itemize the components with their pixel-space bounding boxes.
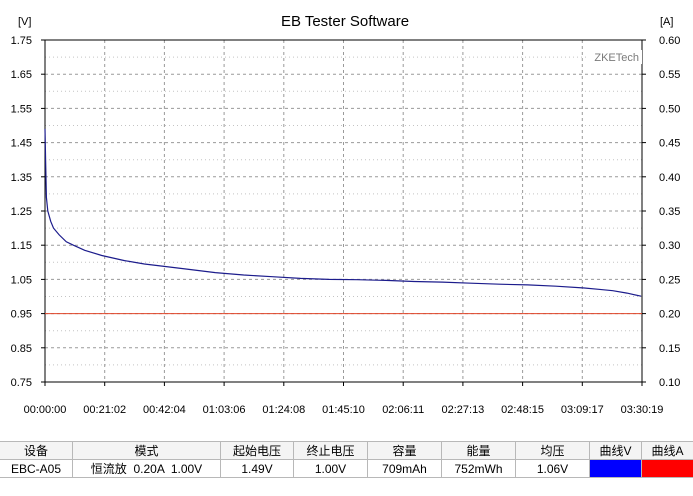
summary-header-row: 设备 模式 起始电压 终止电压 容量 能量 均压 曲线V 曲线A — [0, 441, 693, 460]
y-tick-label: 1.35 — [11, 172, 32, 184]
y2-tick-label: 0.60 — [659, 35, 680, 47]
x-tick-label: 02:27:13 — [441, 404, 484, 416]
y2-tick-label: 0.15 — [659, 343, 680, 355]
y2-tick-label: 0.50 — [659, 103, 680, 115]
y-tick-label: 1.15 — [11, 240, 32, 252]
summary-table: 设备 模式 起始电压 终止电压 容量 能量 均压 曲线V 曲线A EBC-A05… — [0, 441, 693, 478]
y2-tick-label: 0.10 — [659, 377, 680, 389]
series-lines — [44, 128, 642, 315]
watermark-backdrop — [588, 50, 642, 64]
cell-mode: 恒流放 0.20A 1.00V — [72, 459, 221, 478]
x-tick-label: 02:06:11 — [382, 404, 424, 416]
axes: 1.75 1.65 1.55 1.45 1.35 1.25 1.15 1.05 0.95 0.85… — [11, 35, 681, 416]
x-tick-label: 03:30:19 — [621, 404, 664, 416]
x-tick-label: 01:03:06 — [203, 404, 246, 416]
cell-capacity: 709mAh — [367, 459, 442, 478]
grid — [45, 40, 642, 382]
y-tick-label: 1.75 — [11, 35, 32, 47]
cell-avg-voltage: 1.06V — [515, 459, 590, 478]
cell-start-voltage: 1.49V — [220, 459, 294, 478]
curve-a-color-swatch[interactable] — [642, 460, 693, 477]
y2-tick-label: 0.20 — [659, 309, 680, 321]
curve-a-swatch-cell[interactable] — [641, 459, 693, 478]
x-tick-label: 00:00:00 — [24, 404, 67, 416]
header-energy: 能量 — [441, 441, 516, 460]
header-avg-voltage: 均压 — [515, 441, 590, 460]
header-curve-v: 曲线V — [589, 441, 642, 460]
y2-tick-label: 0.45 — [659, 138, 680, 150]
x-tick-label: 01:45:10 — [322, 404, 365, 416]
x-tick-label: 03:09:17 — [561, 404, 604, 416]
curve-v-color-swatch[interactable] — [590, 460, 641, 477]
x-tick-label: 00:21:02 — [83, 404, 126, 416]
chart: EB Tester Software [V] [A] 1.751.651.551… — [11, 13, 681, 416]
y-tick-label: 0.85 — [11, 343, 32, 355]
left-axis-unit: [V] — [18, 16, 31, 28]
header-capacity: 容量 — [367, 441, 442, 460]
summary-data-row: EBC-A05 恒流放 0.20A 1.00V 1.49V 1.00V 709m… — [0, 459, 693, 478]
cell-energy: 752mWh — [441, 459, 516, 478]
header-start-voltage: 起始电压 — [220, 441, 294, 460]
y-tick-label: 1.25 — [11, 206, 32, 218]
y-tick-label: 1.65 — [11, 69, 32, 81]
y-tick-label: 1.05 — [11, 274, 32, 286]
header-end-voltage: 终止电压 — [293, 441, 368, 460]
voltage-series-line — [44, 128, 642, 297]
y-tick-label: 0.75 — [11, 377, 32, 389]
y-tick-label: 1.55 — [11, 103, 32, 115]
header-device: 设备 — [0, 441, 73, 460]
right-axis-unit: [A] — [660, 16, 673, 28]
curve-v-swatch-cell[interactable] — [589, 459, 642, 478]
chart-title: EB Tester Software — [281, 13, 409, 30]
y2-tick-label: 0.25 — [659, 274, 680, 286]
y-tick-label: 1.45 — [11, 138, 32, 150]
x-tick-label: 02:48:15 — [501, 404, 544, 416]
y-tick-label: 0.95 — [11, 309, 32, 321]
header-mode: 模式 — [72, 441, 221, 460]
header-curve-a: 曲线A — [641, 441, 693, 460]
watermark: ZKETech — [594, 52, 639, 64]
x-tick-label: 00:42:04 — [143, 404, 186, 416]
x-tick-label: 01:24:08 — [262, 404, 305, 416]
y2-tick-label: 0.30 — [659, 240, 680, 252]
y2-tick-label: 0.55 — [659, 69, 680, 81]
y2-tick-label: 0.40 — [659, 172, 680, 184]
cell-end-voltage: 1.00V — [293, 459, 368, 478]
cell-device: EBC-A05 — [0, 459, 73, 478]
y2-tick-label: 0.35 — [659, 206, 680, 218]
